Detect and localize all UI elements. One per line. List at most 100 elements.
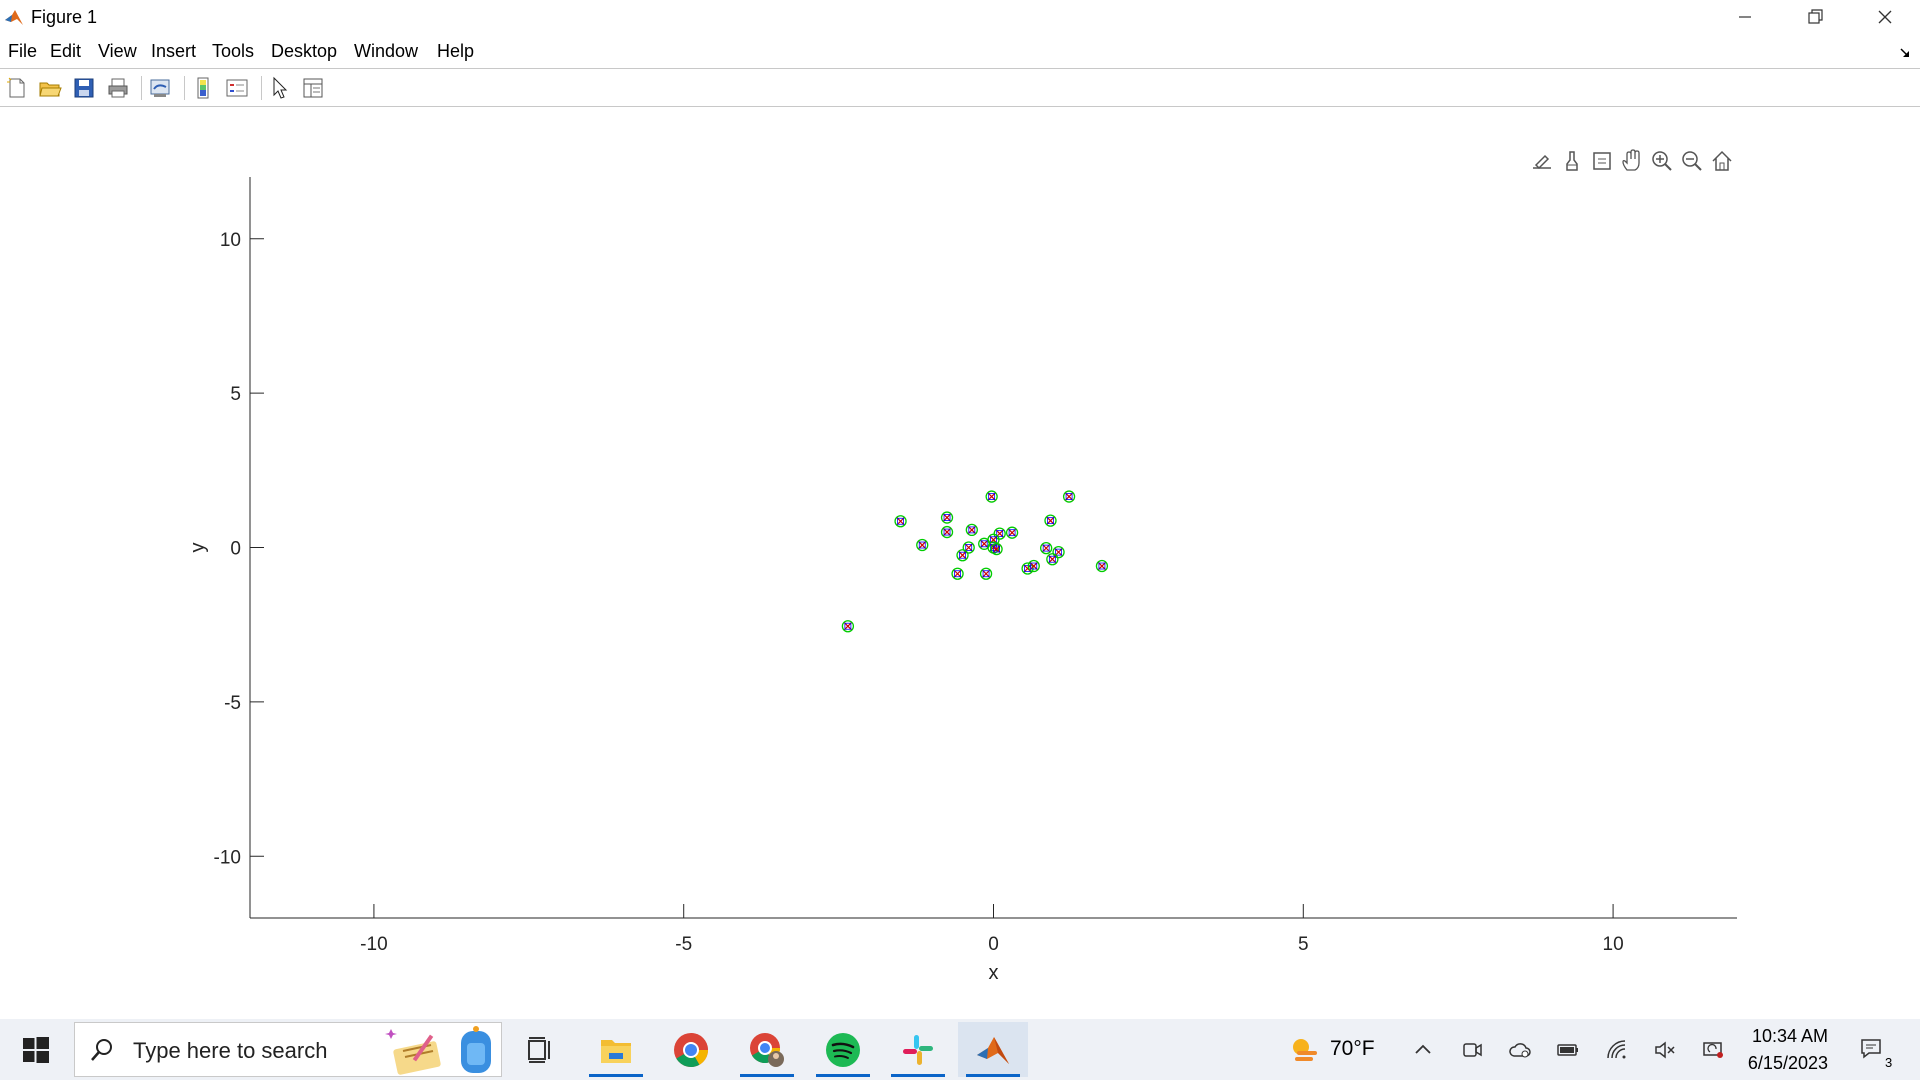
taskbar-matlab[interactable] <box>958 1022 1028 1077</box>
notification-center-button[interactable] <box>1856 1033 1886 1063</box>
point-square <box>996 530 1004 538</box>
point-square <box>954 570 961 578</box>
tray-battery[interactable] <box>1553 1035 1583 1065</box>
menu-help[interactable]: Help <box>437 41 475 61</box>
point-circle <box>1046 553 1059 566</box>
running-indicator <box>891 1074 945 1077</box>
data-point <box>1095 559 1109 573</box>
data-point <box>951 567 964 580</box>
save-button[interactable] <box>70 74 98 102</box>
tray-volume[interactable] <box>1650 1035 1680 1065</box>
zoom-in-button[interactable] <box>1648 147 1676 175</box>
point-cross <box>918 541 927 549</box>
tray-security[interactable] <box>1698 1035 1728 1065</box>
point-cross <box>1048 555 1057 564</box>
taskbar-slack[interactable] <box>883 1022 953 1077</box>
point-cross <box>1029 562 1038 570</box>
weather-temperature[interactable]: 70°F <box>1330 1037 1375 1060</box>
point-cross <box>943 528 951 536</box>
open-file-icon <box>39 82 62 97</box>
property-inspector-icon <box>303 78 323 98</box>
menu-tools[interactable]: Tools <box>212 41 255 61</box>
open-file-button[interactable] <box>36 74 64 102</box>
home-button[interactable] <box>1708 147 1736 175</box>
task-view-button[interactable] <box>505 1022 575 1077</box>
toolbar-separator <box>261 76 262 100</box>
y-tick-label: 10 <box>220 230 241 251</box>
dock-arrow-icon[interactable] <box>1898 46 1912 60</box>
point-cross <box>896 517 905 526</box>
print-button[interactable] <box>104 74 132 102</box>
insert-colorbar-button[interactable] <box>189 74 217 102</box>
point-circle <box>916 538 929 552</box>
tray-onedrive[interactable] <box>1505 1035 1535 1065</box>
taskbar: Type here to search <box>0 1019 1920 1080</box>
edit-plot-button[interactable] <box>266 74 294 102</box>
figure-toolbar <box>0 70 1920 106</box>
point-cross <box>987 492 996 501</box>
clock-date[interactable]: 6/15/2023 <box>1747 1053 1828 1073</box>
property-inspector-button[interactable] <box>299 74 327 102</box>
point-cross <box>964 543 973 552</box>
point-circle <box>894 515 907 528</box>
search-highlight-illustration-icon <box>385 1026 491 1075</box>
close-button[interactable] <box>1850 0 1920 34</box>
task-view-icon <box>528 1036 550 1063</box>
show-hidden-icons-button[interactable] <box>1408 1035 1438 1065</box>
brush-icon <box>1566 151 1578 171</box>
point-square <box>1048 555 1056 563</box>
menu-edit[interactable]: Edit <box>50 41 82 61</box>
point-cross <box>1065 492 1074 501</box>
data-point <box>965 523 978 537</box>
new-figure-button[interactable] <box>3 74 31 102</box>
taskbar-chrome-profile[interactable] <box>732 1022 802 1077</box>
data-points <box>841 490 1109 633</box>
zoom-in-icon <box>1652 151 1672 171</box>
insert-legend-button[interactable] <box>223 74 251 102</box>
tray-meet-now[interactable] <box>1457 1035 1487 1065</box>
weather-widget[interactable] <box>1284 1035 1324 1065</box>
menu-view[interactable]: View <box>98 41 137 61</box>
point-square <box>1042 544 1050 552</box>
y-axis-label: y <box>187 543 209 553</box>
point-square <box>1055 548 1062 556</box>
taskbar-search[interactable]: Type here to search <box>74 1022 502 1077</box>
data-point <box>1027 559 1040 573</box>
y-tick-label: 5 <box>230 384 241 405</box>
point-square <box>918 541 926 549</box>
notification-count: 3 <box>1885 1055 1893 1070</box>
taskbar-chrome[interactable] <box>656 1022 726 1077</box>
zoom-out-icon <box>1682 151 1702 171</box>
data-tips-button[interactable] <box>1588 147 1616 175</box>
menu-window[interactable]: Window <box>354 41 419 61</box>
tray-wifi[interactable] <box>1602 1035 1632 1065</box>
menu-insert[interactable]: Insert <box>151 41 197 61</box>
point-square <box>965 544 973 551</box>
point-cross <box>1046 516 1055 525</box>
menu-desktop[interactable]: Desktop <box>271 41 338 61</box>
point-cross <box>992 545 1001 553</box>
restore-button[interactable] <box>1780 0 1850 34</box>
data-point <box>956 549 969 562</box>
start-button[interactable] <box>14 1033 58 1067</box>
export-icon <box>1533 154 1551 170</box>
point-circle <box>962 541 975 554</box>
pan-button[interactable] <box>1618 147 1646 175</box>
brush-button[interactable] <box>1558 147 1586 175</box>
menu-file[interactable]: File <box>8 41 38 61</box>
data-point <box>916 538 929 552</box>
point-circle <box>965 523 978 537</box>
data-tips-icon <box>1593 152 1611 170</box>
taskbar-file-explorer[interactable] <box>581 1022 651 1077</box>
chrome-icon <box>674 1032 708 1067</box>
point-circle <box>990 542 1003 556</box>
link-plot-button[interactable] <box>146 74 174 102</box>
taskbar-spotify[interactable] <box>808 1022 878 1077</box>
clock-time[interactable]: 10:34 AM <box>1751 1026 1828 1046</box>
export-button[interactable] <box>1528 147 1556 175</box>
minimize-button[interactable] <box>1710 0 1780 34</box>
axes: -10 -5 0 5 10 -10 -5 0 5 10 x y <box>187 177 1737 984</box>
toolbar-separator <box>184 76 185 100</box>
x-tick-label: -5 <box>675 934 692 955</box>
zoom-out-button[interactable] <box>1678 147 1706 175</box>
